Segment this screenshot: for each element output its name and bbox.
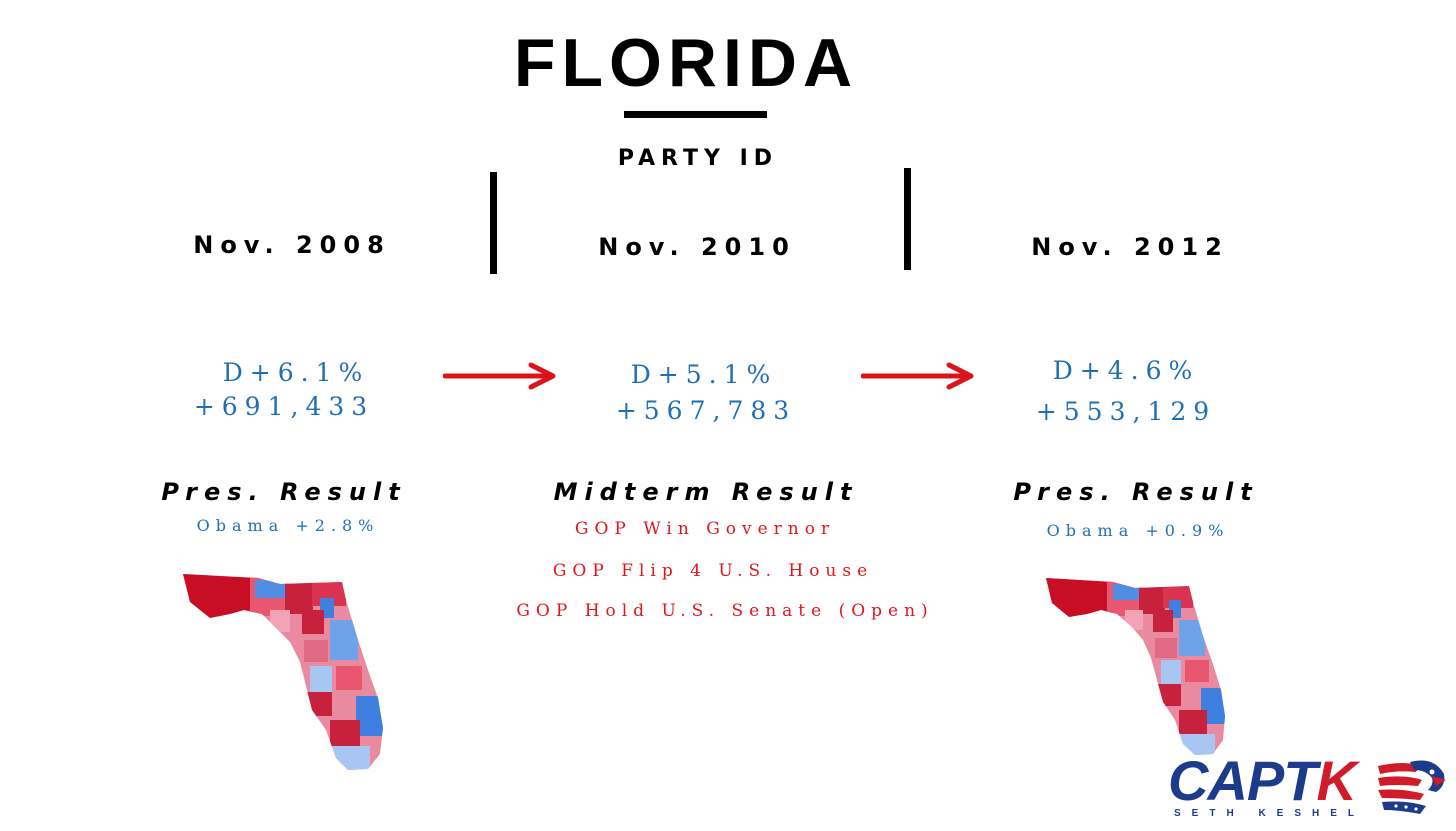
- result-line-2010-senate: GOP Hold U.S. Senate (Open): [516, 601, 934, 621]
- brand-logo: CAPTK SETH KESHEL: [1168, 752, 1448, 822]
- margin-2008: D+6.1%: [222, 358, 370, 387]
- margin-2010: D+5.1%: [630, 360, 778, 389]
- result-heading-2008: Pres. Result: [161, 478, 407, 506]
- result-line-2008: Obama +2.8%: [196, 516, 380, 535]
- result-heading-2012: Pres. Result: [1013, 478, 1259, 506]
- logo-text-blue: CAPT: [1168, 749, 1317, 812]
- year-label-2012: Nov. 2012: [1031, 233, 1229, 261]
- result-line-2010-governor: GOP Win Governor: [574, 519, 836, 539]
- title-underline: [624, 111, 767, 118]
- logo-text-red: K: [1316, 749, 1356, 812]
- result-line-2010-house: GOP Flip 4 U.S. House: [552, 561, 874, 581]
- margin-2012: D+4.6%: [1052, 356, 1200, 385]
- eagle-head-icon: [1376, 756, 1448, 822]
- count-2010: +567,783: [615, 396, 797, 425]
- count-2008: +691,433: [193, 392, 375, 421]
- count-2012: +553,129: [1035, 397, 1217, 426]
- logo-wordmark: CAPTK: [1168, 749, 1357, 812]
- florida-county-map-2012: [1043, 574, 1233, 763]
- column-divider-right: [904, 168, 911, 270]
- arrow-right-icon: [861, 362, 977, 390]
- result-line-2012: Obama +0.9%: [1046, 521, 1230, 540]
- logo-tagline: SETH KESHEL: [1174, 808, 1366, 819]
- page-subtitle: PARTY ID: [617, 146, 779, 171]
- page-title: FLORIDA: [513, 25, 859, 101]
- column-divider-left: [490, 172, 497, 274]
- year-label-2008: Nov. 2008: [193, 231, 391, 259]
- result-heading-2010: Midterm Result: [553, 478, 859, 506]
- arrow-right-icon: [443, 362, 559, 390]
- year-label-2010: Nov. 2010: [598, 233, 796, 261]
- florida-county-map-2008: [180, 570, 390, 779]
